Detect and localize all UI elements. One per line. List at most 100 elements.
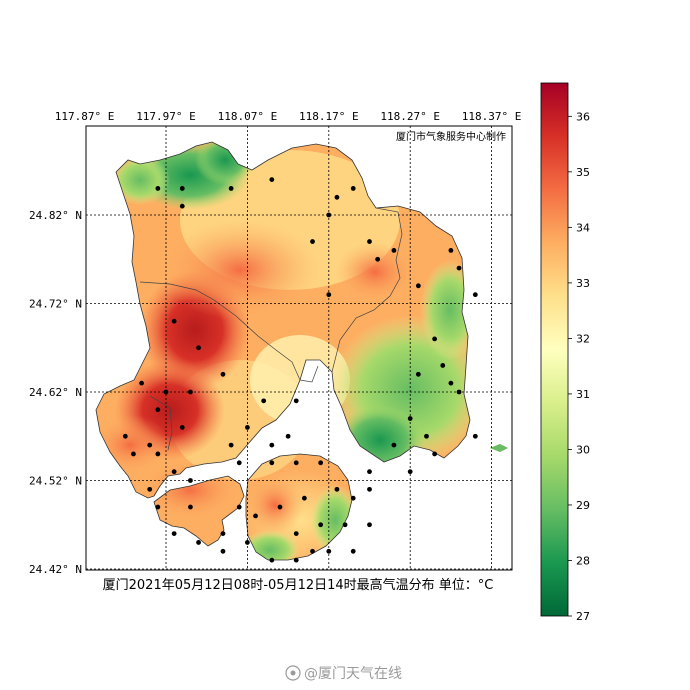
station-marker: [179, 186, 185, 191]
station-marker: [220, 531, 226, 536]
station-marker: [367, 522, 372, 528]
colorbar-tick-label: 34: [576, 221, 590, 234]
station-marker: [432, 451, 438, 457]
station-marker: [440, 363, 446, 368]
latitude-label: 24.82° N: [29, 209, 82, 222]
station-marker: [367, 486, 372, 492]
longitude-label: 117.87° E: [55, 110, 115, 123]
station-marker: [391, 442, 397, 448]
colorbar-ticks: 27 28 29 30 31 32 33 34 35 36: [568, 110, 590, 623]
longitude-label: 117.97° E: [136, 110, 196, 123]
station-marker: [310, 239, 315, 244]
station-marker: [472, 433, 478, 439]
station-marker: [350, 186, 356, 191]
colorbar-tick-label: 35: [576, 166, 590, 179]
station-marker: [415, 283, 421, 289]
station-marker: [367, 239, 372, 244]
colorbar-tick-label: 32: [576, 332, 590, 345]
longitude-label: 118.07° E: [218, 110, 278, 123]
colorbar-tick-label: 33: [576, 277, 590, 290]
station-marker: [342, 522, 348, 528]
station-marker: [171, 318, 177, 324]
station-marker: [131, 451, 136, 457]
station-marker: [350, 495, 356, 501]
station-marker: [375, 256, 381, 262]
station-marker: [220, 371, 226, 377]
station-marker: [269, 460, 275, 466]
station-marker: [179, 203, 185, 209]
station-marker: [350, 548, 356, 554]
colorbar-tick-label: 28: [576, 554, 590, 567]
station-marker: [424, 433, 429, 439]
map-panel: 117.87° E 117.97° E 118.07° E 118.17° E 118.…: [29, 110, 521, 576]
station-marker: [245, 540, 250, 545]
station-marker: [407, 469, 413, 475]
station-marker: [155, 186, 161, 191]
station-marker: [293, 557, 299, 563]
coastline: [95, 141, 471, 561]
station-marker: [253, 513, 258, 519]
station-marker: [301, 495, 307, 501]
station-marker: [269, 177, 275, 183]
station-marker: [179, 425, 185, 430]
station-marker: [171, 531, 177, 536]
station-marker: [236, 460, 242, 466]
colorbar-gradient: [540, 82, 569, 617]
station-marker: [407, 416, 413, 421]
station-marker: [196, 540, 201, 545]
station-marker: [228, 442, 234, 448]
station-marker: [448, 248, 454, 253]
station-marker: [269, 442, 275, 448]
station-marker: [456, 265, 462, 271]
latitude-labels: 24.82° N 24.72° N 24.62° N 24.52° N 24.42° N: [29, 209, 82, 576]
station-marker: [155, 504, 161, 510]
station-marker: [326, 548, 332, 554]
station-marker: [171, 469, 177, 475]
longitude-labels: 117.87° E 117.97° E 118.07° E 118.17° E 118.…: [55, 110, 522, 123]
station-marker: [269, 557, 275, 563]
longitude-label: 118.27° E: [380, 110, 440, 123]
station-marker: [432, 336, 438, 342]
station-marker: [318, 522, 324, 528]
weibo-icon-dot: [290, 670, 296, 676]
district-boundaries: [139, 207, 403, 451]
colorbar-tick-label: 29: [576, 499, 590, 512]
station-marker: [293, 531, 299, 536]
station-marker: [196, 345, 201, 351]
station-marker: [139, 380, 144, 386]
station-marker: [147, 486, 153, 492]
station-marker: [326, 212, 332, 218]
station-marker: [285, 433, 291, 439]
colorbar-tick-label: 36: [576, 110, 590, 123]
station-marker: [318, 460, 324, 466]
colorbar-tick-label: 31: [576, 388, 590, 401]
station-marker: [334, 194, 340, 200]
station-marker: [334, 486, 340, 492]
station-marker: [122, 433, 128, 439]
colorbar: 27 28 29 30 31 32 33 34 35 36: [540, 82, 590, 623]
watermark-text: @厦门天气在线: [304, 666, 402, 682]
station-marker: [163, 389, 169, 395]
station-marker: [188, 504, 193, 510]
station-marker: [261, 398, 267, 404]
station-markers: [122, 177, 478, 563]
station-marker: [220, 548, 226, 554]
station-marker: [155, 407, 161, 413]
station-marker: [391, 248, 397, 253]
station-marker: [293, 398, 299, 404]
colorbar-tick-label: 27: [576, 610, 590, 623]
station-marker: [277, 504, 283, 510]
station-marker: [293, 460, 299, 466]
station-marker: [188, 478, 193, 483]
map-title: 厦门2021年05月12日08时-05月12日14时最高气温分布 单位：°C: [103, 577, 494, 593]
weibo-icon: [285, 665, 301, 681]
latitude-label: 24.42° N: [29, 563, 82, 576]
station-marker: [326, 292, 332, 298]
latitude-label: 24.62° N: [29, 386, 82, 399]
longitude-label: 118.17° E: [299, 110, 359, 123]
map-credit: 厦门市气象服务中心制作: [396, 130, 506, 143]
station-marker: [415, 371, 421, 377]
colorbar-tick-label: 30: [576, 443, 590, 456]
gridlines: [86, 126, 512, 570]
